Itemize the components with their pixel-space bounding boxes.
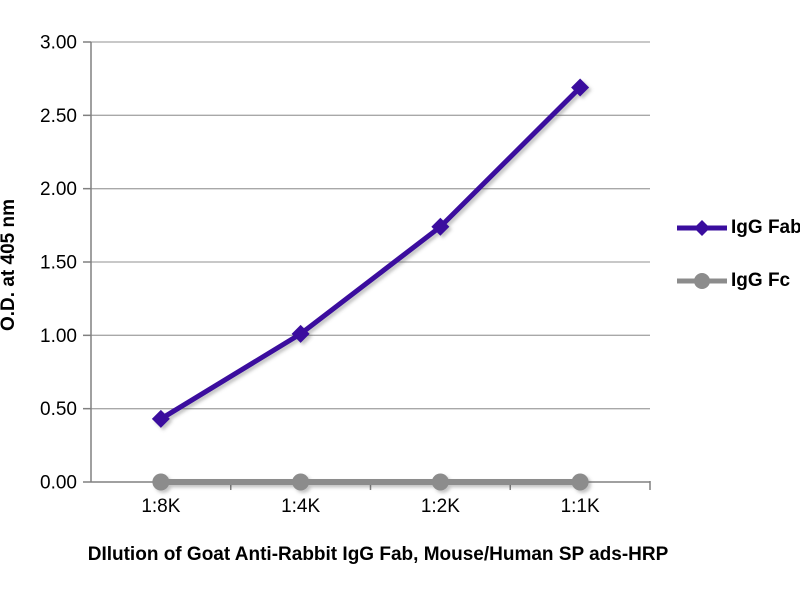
series-line-igg-fab bbox=[158, 84, 583, 422]
data-point-marker-igg-fc bbox=[431, 473, 449, 491]
y-tick-label: 1.00 bbox=[40, 326, 77, 347]
x-axis-title: DIlution of Goat Anti-Rabbit IgG Fab, Mo… bbox=[88, 544, 669, 565]
x-category-label: 1:2K bbox=[421, 496, 460, 517]
legend-item-igg-fc: IgG Fc bbox=[676, 270, 800, 292]
y-tick-label: 3.00 bbox=[40, 33, 77, 54]
y-axis-title: O.D. at 405 nm bbox=[0, 199, 19, 331]
series-igg-fc bbox=[152, 473, 589, 491]
igg-fc-line-circle-icon bbox=[677, 273, 727, 289]
y-tick-label: 0.00 bbox=[40, 473, 77, 494]
data-point-marker-igg-fc bbox=[152, 473, 170, 491]
legend-label-igg-fc: IgG Fc bbox=[731, 270, 791, 291]
x-category-label: 1:8K bbox=[141, 496, 180, 517]
legend-label-igg-fab: IgG Fab bbox=[731, 217, 800, 238]
igg-fab-line-diamond-icon bbox=[677, 220, 727, 236]
plot-layers: 0.00 0.50 1.00 1.50 2.00 2.50 3.00 1:8K 1:4K 1:2K… bbox=[40, 33, 651, 517]
data-point-marker-igg-fab bbox=[431, 217, 450, 236]
x-category-label: 1:4K bbox=[281, 496, 320, 517]
legend-item-igg-fab: IgG Fab bbox=[676, 217, 800, 239]
y-tick-label: 2.50 bbox=[40, 106, 77, 127]
data-point-marker-igg-fc bbox=[292, 473, 310, 491]
data-point-marker-igg-fab bbox=[571, 78, 590, 97]
x-category-label: 1:1K bbox=[561, 496, 600, 517]
y-tick-label: 2.00 bbox=[40, 179, 77, 200]
y-tick-label: 0.50 bbox=[40, 399, 77, 420]
series-igg-fab bbox=[151, 78, 590, 428]
data-point-marker-igg-fab bbox=[151, 409, 170, 428]
data-point-marker-igg-fab bbox=[291, 324, 310, 343]
legend: IgG Fab IgG Fc bbox=[676, 217, 800, 292]
y-tick-label: 1.50 bbox=[40, 253, 77, 274]
data-point-marker-igg-fc bbox=[571, 473, 589, 491]
